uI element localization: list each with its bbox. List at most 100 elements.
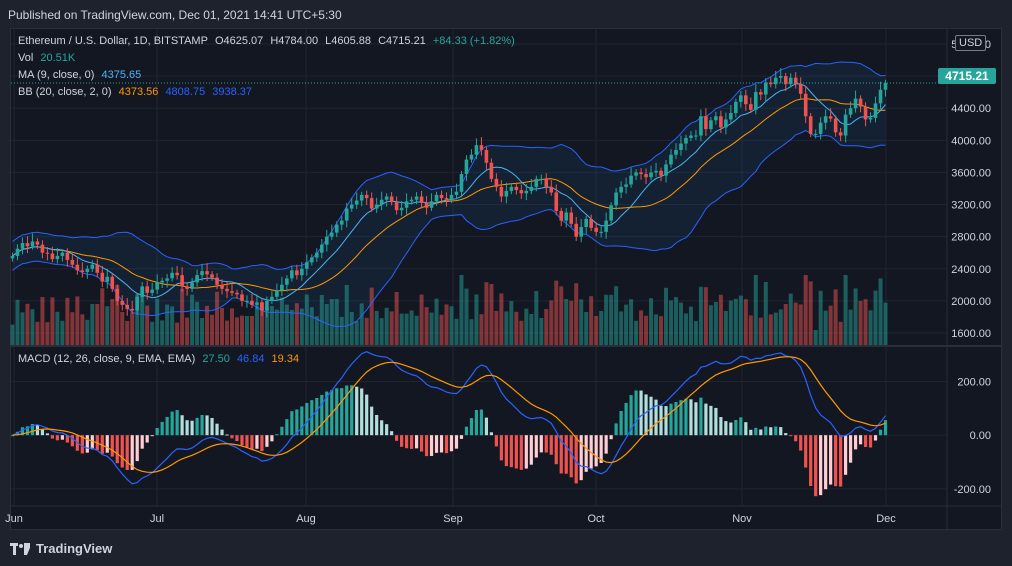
time-tick-label: Jul xyxy=(150,513,164,525)
macd-hist-bar xyxy=(569,435,573,478)
volume-bar xyxy=(185,317,190,345)
candle-body xyxy=(499,186,504,197)
volume-bar xyxy=(304,294,309,345)
low-value: L4605.88 xyxy=(325,35,372,47)
candle-body xyxy=(130,308,135,311)
macd-hist-bar xyxy=(739,417,743,436)
macd-hist-bar xyxy=(749,429,753,436)
macd-hist-bar xyxy=(774,426,778,436)
macd-hist-bar xyxy=(265,435,269,447)
candle-body xyxy=(315,252,319,258)
candle-body xyxy=(564,212,569,221)
macd-hist-bar xyxy=(454,435,459,449)
macd-hist-bar xyxy=(245,435,249,448)
grid-lines xyxy=(11,29,947,506)
candle-body xyxy=(394,202,399,211)
volume-bar xyxy=(165,304,170,345)
footer-brand[interactable]: TradingView xyxy=(10,541,112,556)
candle-body xyxy=(180,275,184,287)
macd-hist-bar xyxy=(449,435,454,452)
volume-bar xyxy=(160,320,165,345)
price-tick-label: 2400.00 xyxy=(951,264,991,276)
bb-basis-value: 4373.56 xyxy=(118,86,159,98)
volume-bar xyxy=(634,320,639,345)
macd-tick-label: 0.00 xyxy=(970,430,991,442)
volume-bar xyxy=(449,306,454,345)
bb-label[interactable]: BB (20, close, 2, 0) xyxy=(18,86,112,98)
macd-hist-bar xyxy=(20,427,25,436)
volume-bar xyxy=(170,306,175,345)
volume-bar xyxy=(150,321,155,345)
symbol-label[interactable]: Ethereum / U.S. Dollar, 1D, BITSTAMP xyxy=(18,35,208,47)
candle-body xyxy=(75,264,80,271)
volume-bar xyxy=(444,304,449,345)
macd-hist-bar xyxy=(549,435,553,455)
candle-body xyxy=(434,194,439,202)
macd-hist-bar xyxy=(210,417,214,436)
volume-bar xyxy=(698,286,703,345)
volume-bar xyxy=(279,297,284,345)
candle-body xyxy=(255,302,259,305)
vol-label[interactable]: Vol xyxy=(18,52,34,64)
macd-hist-bar xyxy=(320,394,324,436)
candle-body xyxy=(504,190,509,197)
candle-body xyxy=(105,276,110,282)
candle-body xyxy=(280,284,284,291)
volume-bar xyxy=(624,304,629,345)
candle-body xyxy=(245,300,249,302)
candle-body xyxy=(100,272,105,282)
macd-hist-bar xyxy=(135,435,139,462)
macd-hist-bar xyxy=(85,435,89,453)
candle-body xyxy=(125,304,130,309)
macd-hist-bar xyxy=(469,418,474,436)
macd-hist-bar xyxy=(734,419,738,436)
price-tick-label: 4000.00 xyxy=(951,135,991,147)
volume-bar xyxy=(25,303,30,345)
volume-bar xyxy=(95,304,100,345)
candle-body xyxy=(275,290,279,297)
candle-body xyxy=(773,77,778,85)
macd-hist-bar xyxy=(115,435,119,464)
candle-body xyxy=(489,162,494,179)
volume-bar xyxy=(609,294,614,345)
candle-body xyxy=(529,186,534,191)
candle-body xyxy=(654,170,658,173)
candle-body xyxy=(85,268,90,272)
macd-hist-bar xyxy=(509,435,513,468)
volume-bar xyxy=(264,307,269,345)
volume-bar xyxy=(354,321,359,345)
candle-body xyxy=(778,76,783,78)
candle-body xyxy=(374,204,379,209)
candle-body xyxy=(295,270,299,276)
macd-hist-bar xyxy=(255,435,259,449)
ma-label[interactable]: MA (9, close, 0) xyxy=(18,69,95,81)
macd-signal-line xyxy=(12,356,886,474)
volume-bar xyxy=(314,316,319,345)
macd-hist-bar xyxy=(829,435,833,485)
macd-hist-bar xyxy=(215,423,219,436)
candle-body xyxy=(305,262,309,269)
bb-upper-line xyxy=(12,61,886,270)
volume-bar xyxy=(464,288,469,345)
candle-body xyxy=(459,174,464,192)
candle-body xyxy=(699,116,703,136)
candle-body xyxy=(494,178,499,187)
candle-body xyxy=(349,204,354,209)
volume-bar xyxy=(434,298,439,345)
volume-bar xyxy=(329,299,334,345)
candle-body xyxy=(419,196,424,203)
currency-button[interactable]: USD xyxy=(955,35,987,51)
macd-label[interactable]: MACD (12, 26, close, 9, EMA, EMA) xyxy=(18,353,196,365)
candle-body xyxy=(190,282,194,289)
volume-bar xyxy=(858,301,863,345)
volume-bar xyxy=(90,304,95,345)
candle-body xyxy=(290,270,294,279)
candle-body xyxy=(619,186,623,193)
macd-hist-bar xyxy=(474,410,479,436)
volume-bar xyxy=(120,312,125,345)
volume-bar xyxy=(758,317,763,345)
candle-body xyxy=(265,300,269,311)
candle-body xyxy=(549,186,554,193)
macd-hist-bar xyxy=(434,435,439,453)
